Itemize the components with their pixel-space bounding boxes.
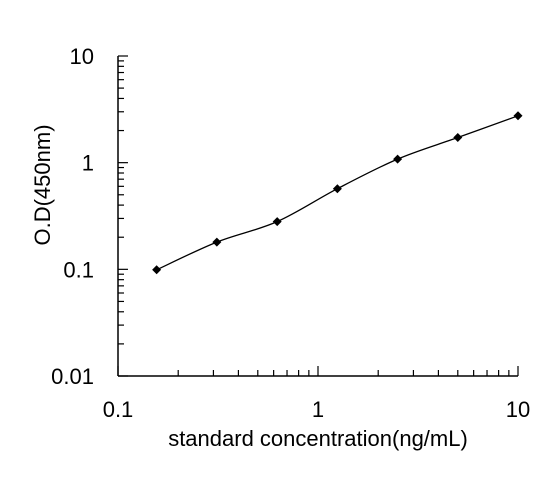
y-tick-label: 0.01 xyxy=(51,364,94,389)
axes xyxy=(117,56,518,377)
data-point-marker xyxy=(513,111,523,121)
data-point-marker xyxy=(332,184,342,194)
data-point-marker xyxy=(272,217,282,227)
series-layer xyxy=(152,111,523,275)
y-tick-label: 0.1 xyxy=(63,257,94,282)
data-point-marker xyxy=(393,154,403,164)
y-axis-ticks xyxy=(118,55,128,377)
x-tick-label: 10 xyxy=(506,397,530,422)
x-axis-ticks xyxy=(117,366,519,376)
y-axis-title: O.D(450nm) xyxy=(30,124,55,245)
data-point-marker xyxy=(152,265,162,275)
x-axis-tick-labels: 0.1 1 10 xyxy=(103,397,531,422)
y-tick-label: 1 xyxy=(82,151,94,176)
y-axis-tick-labels: 0.01 0.1 1 10 xyxy=(51,44,94,389)
data-point-marker xyxy=(212,237,222,247)
x-axis-title: standard concentration(ng/mL) xyxy=(168,426,468,451)
x-tick-label: 1 xyxy=(312,397,324,422)
data-point-marker xyxy=(453,133,463,143)
x-tick-label: 0.1 xyxy=(103,397,134,422)
y-tick-label: 10 xyxy=(70,44,94,69)
